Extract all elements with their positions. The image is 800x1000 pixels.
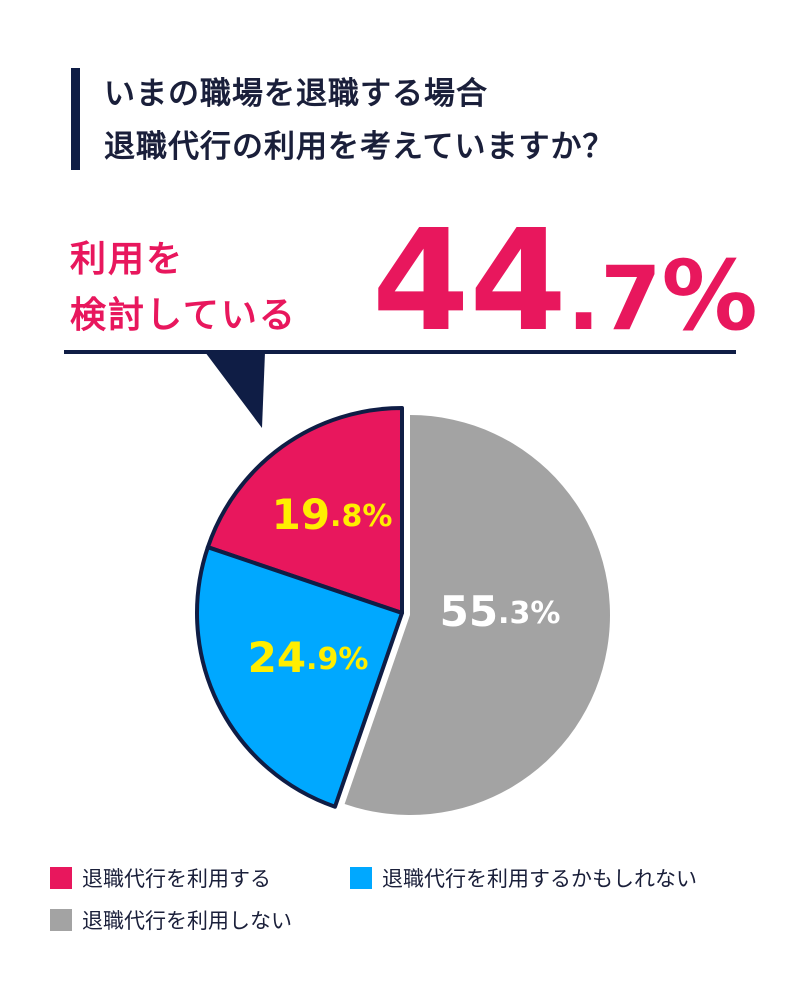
legend-item-maybe: 退職代行を利用するかもしれない: [350, 863, 697, 893]
data-label-no: 55.3%: [440, 587, 561, 636]
legend-label-no: 退職代行を利用しない: [82, 909, 292, 933]
callout-value-dec: .7: [566, 247, 662, 350]
callout-label-line2: 検討している: [70, 295, 297, 336]
legend-label-maybe: 退職代行を利用するかもしれない: [382, 867, 697, 891]
pie-slices: [195, 406, 611, 815]
callout-underline: [64, 350, 736, 354]
legend-swatch-no: [50, 909, 72, 931]
data-label-maybe: 24.9%: [248, 633, 369, 682]
callout-label-line1: 利用を: [70, 239, 185, 280]
chart-title-line1: いまの職場を退職する場合: [104, 76, 488, 112]
pie-labels: 19.8% 24.9% 55.3%: [248, 490, 561, 682]
callout-value-pct: %: [661, 240, 758, 352]
callout-pointer: [205, 352, 265, 428]
legend-item-no: 退職代行を利用しない: [50, 905, 292, 935]
chart-title-line2: 退職代行の利用を考えていますか？: [104, 129, 615, 165]
callout-value: 44.7%: [372, 212, 758, 352]
pie-slice-maybe: [195, 545, 404, 809]
callout-value-int: 44: [372, 200, 567, 363]
legend-item-use: 退職代行を利用する: [50, 863, 271, 893]
legend-swatch-use: [50, 867, 72, 889]
data-label-use: 19.8%: [272, 490, 393, 539]
title-accent-bar: [71, 68, 80, 170]
legend-swatch-maybe: [350, 867, 372, 889]
legend-label-use: 退職代行を利用する: [82, 867, 271, 891]
pie-slice-no: [344, 415, 611, 815]
